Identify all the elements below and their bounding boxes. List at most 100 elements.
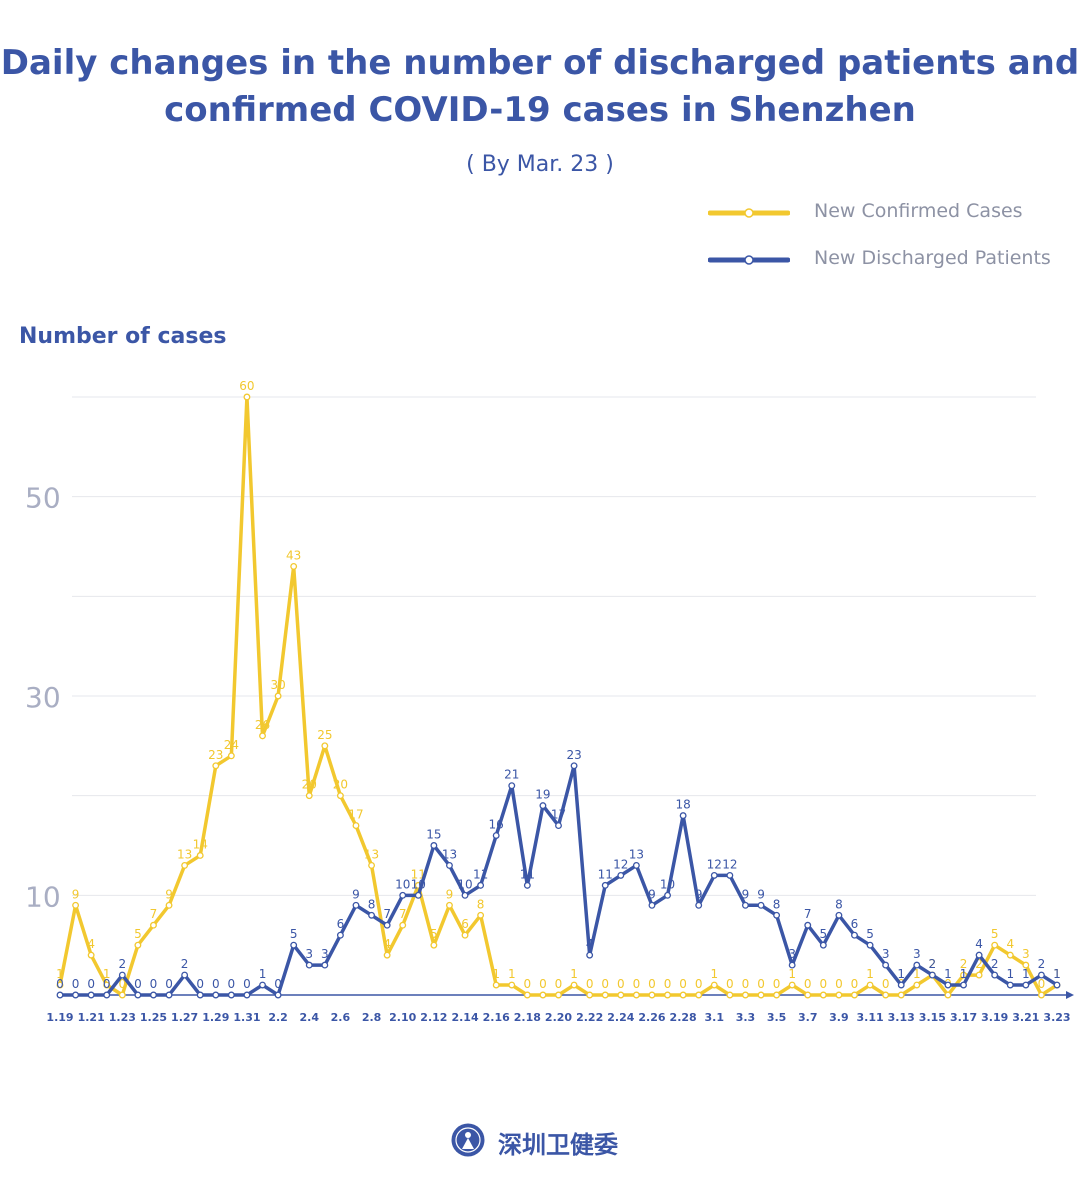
data-point [243,393,251,401]
data-point [1006,951,1014,959]
x-tick-label: 3.1 [705,1011,725,1024]
data-label: 11 [520,867,535,881]
data-point [913,961,921,969]
x-tick-label: 2.28 [670,1011,697,1024]
data-label: 6 [337,917,345,931]
data-label: 12 [722,857,737,871]
data-point [975,971,983,979]
data-label: 3 [882,947,890,961]
x-tick-label: 3.21 [1012,1011,1039,1024]
data-label: 5 [430,927,438,941]
data-label: 5 [820,927,828,941]
footer-text: 深圳卫健委 [498,1131,618,1159]
data-point [446,901,453,909]
data-label: 3 [1022,947,1030,961]
data-point [570,981,578,989]
data-label: 5 [866,927,874,941]
data-point [928,971,936,979]
data-point [741,991,749,999]
x-tick-label: 2.6 [331,1011,351,1024]
data-point [368,861,376,869]
data-point [679,812,687,820]
data-label: 2 [975,957,983,971]
data-point [773,991,781,999]
data-point [87,991,95,999]
data-point [259,981,266,989]
data-label: 10 [660,877,675,891]
data-label: 7 [399,907,407,921]
data-label: 13 [364,847,379,861]
legend-swatch-confirmed [708,208,790,218]
y-tick-label: 50 [25,482,61,515]
data-point [56,981,64,989]
x-tick-label: 1.19 [46,1011,73,1024]
data-point [617,871,625,879]
x-tick-label: 2.18 [514,1011,541,1024]
data-point [960,981,967,989]
data-point [1022,981,1030,989]
data-point [72,991,80,999]
data-label: 21 [504,768,519,782]
data-label: 0 [679,977,687,991]
data-point [477,911,485,919]
data-label: 0 [773,977,781,991]
data-label: 0 [134,977,142,991]
data-label: 1 [897,967,905,981]
x-tick-label: 2.26 [638,1011,665,1024]
data-label: 14 [193,837,208,851]
data-label: 10 [395,877,410,891]
data-point [259,732,266,740]
data-label: 0 [196,977,204,991]
data-point [710,981,718,989]
x-tick-label: 3.7 [798,1011,818,1024]
x-tick-label: 1.29 [202,1011,229,1024]
data-label: 30 [270,678,285,692]
data-point [586,951,594,959]
data-point [274,692,282,700]
data-label: 8 [477,897,485,911]
data-label: 8 [835,897,843,911]
data-point [757,991,765,999]
data-label: 9 [352,887,360,901]
data-label: 1 [1053,967,1061,981]
legend-label-discharged: New Discharged Patients [814,247,1051,269]
data-label: 1 [492,967,500,981]
data-point [726,991,734,999]
data-point [150,991,157,999]
data-label: 3 [321,947,329,961]
data-point [477,881,485,889]
data-label: 1 [788,967,796,981]
data-label: 0 [851,977,859,991]
data-point [695,991,703,999]
y-tick-label: 10 [25,880,61,913]
x-tick-label: 2.12 [420,1011,447,1024]
data-point [617,991,625,999]
data-point [336,792,344,800]
data-label: 1 [103,967,111,981]
y-tick-label: 30 [25,681,61,714]
x-tick-label: 2.10 [389,1011,416,1024]
data-point [851,991,858,999]
data-point [321,961,329,969]
data-label: 1 [944,967,952,981]
data-point [383,951,391,959]
data-label: 3 [913,947,921,961]
data-point [819,991,827,999]
data-label: 13 [442,847,457,861]
x-tick-label: 1.31 [233,1011,260,1024]
data-point [352,901,360,909]
data-label: 8 [773,897,781,911]
data-point [555,822,562,830]
data-point [103,991,111,999]
data-label: 9 [446,887,454,901]
data-point [586,991,594,999]
data-point [991,971,999,979]
data-point [648,991,656,999]
data-label: 0 [633,977,641,991]
data-point [165,991,173,999]
data-label: 1 [1022,967,1030,981]
data-label: 0 [212,977,220,991]
data-point [212,762,220,770]
data-label: 4 [586,937,594,951]
